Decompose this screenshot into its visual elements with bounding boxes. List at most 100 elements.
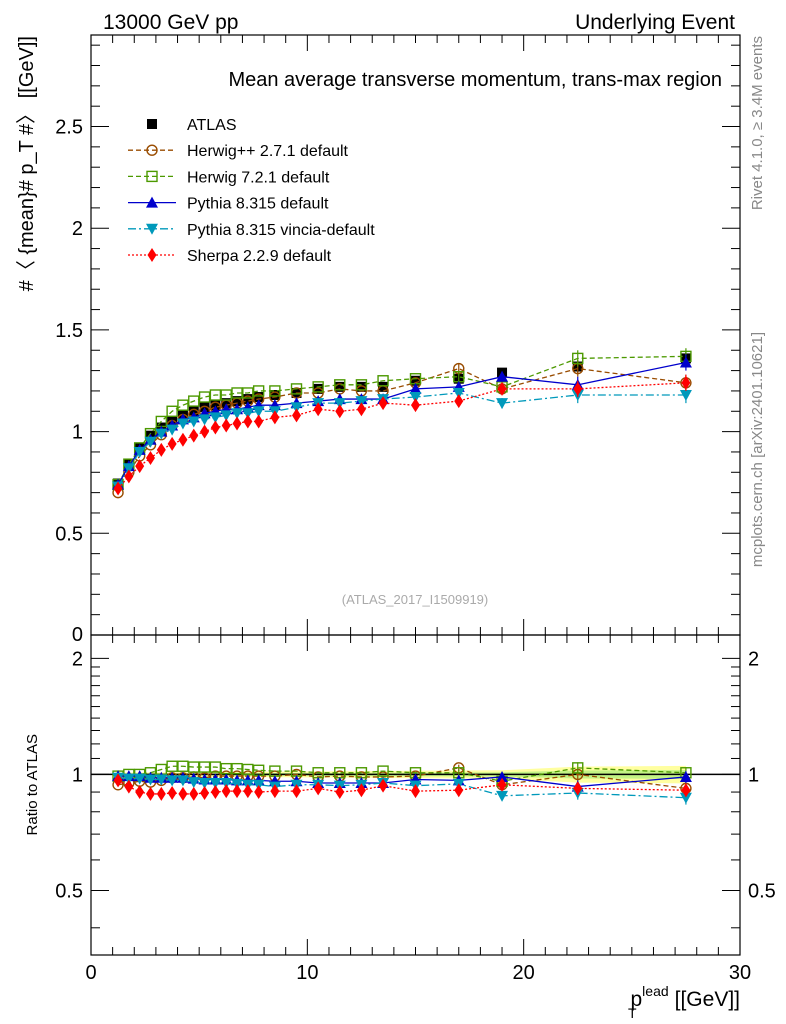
ratio-point <box>454 783 464 798</box>
y-tick-label-zero: 0 <box>72 624 83 646</box>
series-point <box>378 396 388 411</box>
ratio-point <box>270 784 280 799</box>
series-point <box>176 418 189 430</box>
ratio-series-line <box>117 765 686 782</box>
series-point <box>679 356 692 368</box>
series-point <box>242 387 254 399</box>
ratio-point <box>167 785 177 800</box>
ratio-point <box>231 762 243 775</box>
ratio-point <box>187 777 200 789</box>
series-line <box>117 361 687 485</box>
ratio-point <box>210 785 220 800</box>
ratio-point <box>679 770 692 782</box>
series-point <box>355 396 368 408</box>
side-text-top: Rivet 4.1.0, ≥ 3.4M events <box>749 36 766 210</box>
y-tick-label: 0.5 <box>55 523 83 545</box>
y-tick-label: 1.5 <box>55 320 83 342</box>
ratio-point <box>198 761 211 773</box>
series-point <box>454 394 464 409</box>
series-point <box>122 463 135 475</box>
ratio-point <box>679 792 692 804</box>
atlas-point <box>199 402 210 413</box>
series-sherpa-2-2-9-default <box>113 374 691 496</box>
legend-label: Pythia 8.315 vincia-default <box>187 222 375 239</box>
series-point <box>312 381 324 393</box>
legend-entry: ATLAS <box>147 117 237 134</box>
legend-label: Herwig 7.2.1 default <box>187 169 330 186</box>
series-point <box>145 451 155 466</box>
x-tick-label: 30 <box>729 962 751 984</box>
x-tick-label: 10 <box>296 962 318 984</box>
series-point <box>269 385 281 397</box>
ratio-point <box>497 777 507 792</box>
legend: ATLAS Herwig++ 2.7.1 default Herwig 7.2.1 … <box>128 117 375 265</box>
ratio-point <box>356 783 366 798</box>
legend-marker <box>147 119 157 129</box>
series-point <box>188 395 200 407</box>
series-pythia-8-315-default <box>112 354 692 490</box>
series-point <box>166 424 179 436</box>
series-point <box>198 414 211 426</box>
ratio-y-tick-label: 1 <box>72 764 83 786</box>
xaxis-label-sup: lead <box>642 983 668 999</box>
series-point <box>411 398 420 413</box>
series-point <box>573 381 583 396</box>
series-point <box>167 436 177 451</box>
ratio-point <box>209 761 222 773</box>
series-point <box>198 391 211 403</box>
ratio-point <box>124 779 134 794</box>
series-point <box>313 402 323 417</box>
legend-marker <box>147 248 157 262</box>
atlas-point <box>410 375 421 386</box>
ratio-point <box>178 786 188 801</box>
ratio-y-tick-label: 2 <box>72 648 83 670</box>
ratio-point <box>135 785 145 800</box>
ratio-point <box>573 781 583 796</box>
ratio-point <box>166 775 179 787</box>
series-point <box>144 436 157 448</box>
ratio-point <box>221 784 231 799</box>
series-point <box>270 410 280 425</box>
ratio-point <box>411 784 420 799</box>
series-point <box>252 406 265 418</box>
ratio-point <box>188 761 200 773</box>
ratio-point <box>156 786 166 801</box>
xaxis-label: plead [[GeV]] <box>630 983 740 1011</box>
atlas-point <box>269 390 280 400</box>
series-point <box>679 390 692 401</box>
series-point <box>231 387 243 399</box>
series-point <box>496 398 509 410</box>
y-tick-label: 1 <box>72 422 83 444</box>
series-point <box>187 416 200 428</box>
series-point <box>290 402 303 414</box>
series-point <box>156 442 166 457</box>
ratio-plot-ylabel: Ratio to ATLAS <box>24 734 41 835</box>
series-herwig-7-2-1-default <box>112 348 692 491</box>
ratio-point <box>122 773 135 785</box>
ratio-point <box>189 786 199 801</box>
series-point <box>189 428 199 443</box>
ratio-point <box>220 778 233 790</box>
x-tick-label: 0 <box>85 962 96 984</box>
series-point <box>356 402 366 417</box>
xaxis-label-unit: [[GeV]] <box>675 988 740 1011</box>
series-point <box>135 459 145 474</box>
y-tick-label: 2.5 <box>55 117 83 139</box>
analysis-id-label: (ATLAS_2017_I1509919) <box>342 592 488 607</box>
series-line <box>117 355 686 485</box>
atlas-point <box>356 381 367 392</box>
series-point <box>166 405 178 417</box>
ratio-point <box>313 781 323 796</box>
ratio-series <box>112 760 692 805</box>
series-point <box>681 375 691 390</box>
series-point <box>133 446 146 458</box>
side-text-bottom: mcplots.cern.ch [arXiv:2401.10621] <box>749 332 766 567</box>
atlas-point <box>232 396 243 407</box>
series-point <box>252 385 265 397</box>
series-point <box>333 398 346 410</box>
ratio-point <box>335 785 345 800</box>
legend-label: Sherpa 2.2.9 default <box>187 248 332 265</box>
ratio-point <box>243 784 253 799</box>
series-point <box>572 352 584 365</box>
